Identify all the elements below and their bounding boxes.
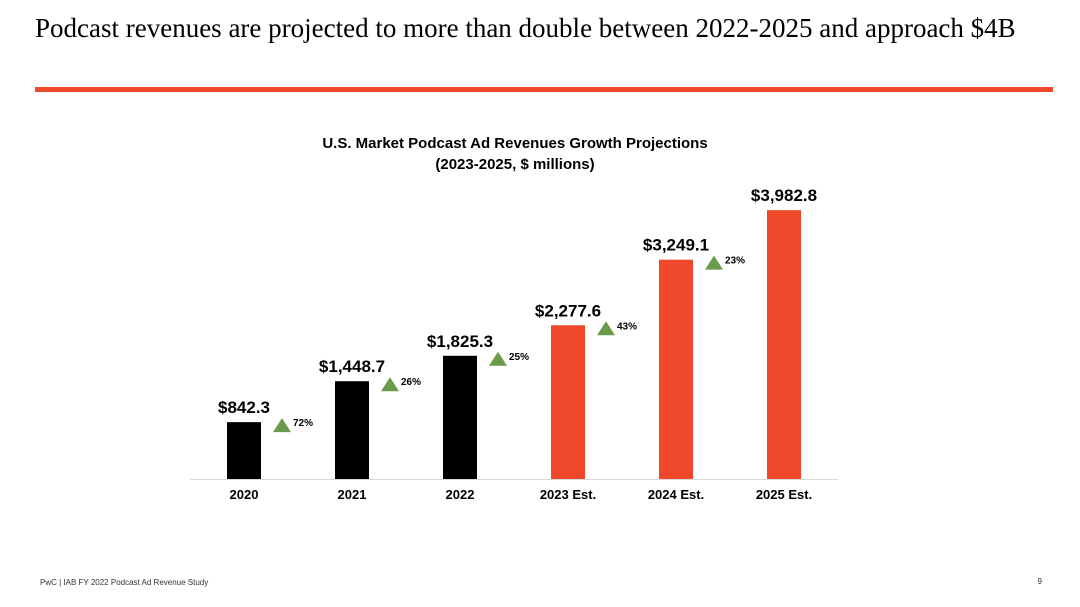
- x-tick-label-1: 2021: [338, 487, 367, 502]
- bar-1: [335, 381, 369, 479]
- bar-0: [227, 422, 261, 479]
- bar-value-label-1: $1,448.7: [319, 357, 385, 376]
- page-number: 9: [1037, 577, 1042, 586]
- bar-value-label-0: $842.3: [218, 398, 270, 417]
- growth-arrow-icon-4: [705, 255, 723, 270]
- bar-value-label-3: $2,277.6: [535, 301, 601, 320]
- bar-value-label-5: $3,982.8: [751, 186, 817, 205]
- bar-3: [551, 325, 585, 479]
- x-tick-label-0: 2020: [230, 487, 259, 502]
- x-tick-label-3: 2023 Est.: [540, 487, 596, 502]
- bar-value-label-4: $3,249.1: [643, 236, 709, 255]
- x-tick-label-2: 2022: [446, 487, 475, 502]
- growth-arrow-icon-3: [597, 321, 615, 336]
- bar-value-label-2: $1,825.3: [427, 332, 493, 351]
- growth-arrow-icon-1: [381, 377, 399, 392]
- bar-5: [767, 210, 801, 479]
- growth-label-4: 23%: [725, 256, 745, 267]
- growth-arrow-icon-2: [489, 351, 507, 366]
- growth-label-3: 43%: [617, 321, 637, 332]
- growth-label-0: 72%: [293, 418, 313, 429]
- bar-4: [659, 259, 693, 479]
- chart-subtitle: (2023-2025, $ millions): [435, 156, 595, 173]
- x-tick-label-5: 2025 Est.: [756, 487, 812, 502]
- bar-2: [443, 355, 477, 479]
- title-accent-rule: [35, 87, 1053, 92]
- footer-source: PwC | IAB FY 2022 Podcast Ad Revenue Stu…: [40, 578, 209, 587]
- growth-label-1: 26%: [401, 377, 421, 388]
- slide-title: Podcast revenues are projected to more t…: [35, 13, 1016, 43]
- chart-title-block: U.S. Market Podcast Ad Revenues Growth P…: [240, 133, 790, 175]
- growth-arrow-icon-0: [273, 418, 291, 433]
- x-tick-label-4: 2024 Est.: [648, 487, 704, 502]
- chart-title: U.S. Market Podcast Ad Revenues Growth P…: [322, 135, 708, 152]
- growth-label-2: 25%: [509, 352, 529, 363]
